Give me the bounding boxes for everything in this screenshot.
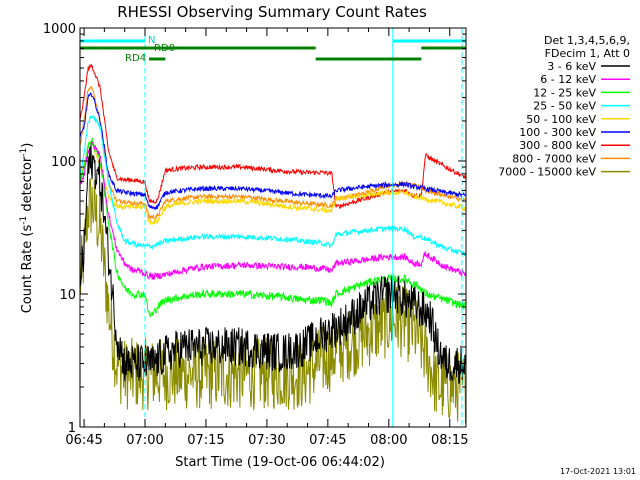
- legend: Det 1,3,4,5,6,9,FDecim 1, Att 03 - 6 keV…: [498, 34, 630, 179]
- legend-label: 7000 - 15000 keV: [498, 166, 596, 179]
- chart-title: RHESSI Observing Summary Count Rates: [117, 3, 427, 21]
- series-line: [79, 63, 467, 209]
- series-line: [79, 140, 467, 281]
- y-label-sup: -1: [19, 148, 29, 157]
- x-tick-label: 06:45: [65, 433, 102, 448]
- series-line: [79, 85, 467, 221]
- y-tick-label: 100: [51, 155, 76, 170]
- series-line: [79, 146, 467, 385]
- legend-label: 300 - 800 keV: [519, 139, 596, 152]
- y-label-part: ): [20, 143, 35, 148]
- series-line: [79, 139, 467, 226]
- legend-label: 25 - 50 keV: [533, 100, 596, 113]
- y-axis: 1 10 100 1000: [43, 22, 466, 436]
- x-axis: 06:45 07:00 07:15 07:30 07:45 08:00 08:15: [65, 28, 468, 448]
- status-label-rd0: RD0: [154, 43, 175, 54]
- y-label-sup: -1: [19, 216, 29, 225]
- legend-label: 12 - 25 keV: [533, 86, 596, 99]
- legend-header: Det 1,3,4,5,6,9,: [544, 34, 630, 47]
- x-tick-label: 07:15: [187, 433, 224, 448]
- legend-header: FDecim 1, Att 0: [545, 47, 630, 60]
- series-layer: [79, 63, 467, 424]
- series-line: [79, 137, 467, 318]
- legend-label: 800 - 7000 keV: [512, 152, 596, 165]
- legend-label: 3 - 6 keV: [547, 60, 596, 73]
- footer-date: 17-Oct-2021 13:01: [560, 467, 636, 476]
- x-tick-label: 07:00: [126, 433, 163, 448]
- x-tick-label: 07:30: [248, 433, 285, 448]
- y-tick-label: 1000: [43, 22, 76, 37]
- y-label-part: Count Rate (s: [20, 225, 35, 314]
- x-axis-label: Start Time (19-Oct-06 06:44:02): [175, 455, 385, 470]
- y-label-part: detector: [20, 156, 35, 216]
- series-line: [79, 115, 467, 257]
- x-tick-label: 07:45: [309, 433, 346, 448]
- y-axis-label: Count Rate (s-1 detector-1): [19, 143, 35, 314]
- plot-area: [79, 27, 467, 428]
- y-tick-label: 1: [68, 421, 76, 436]
- legend-label: 100 - 300 keV: [519, 126, 596, 139]
- x-tick-label: 08:15: [431, 433, 468, 448]
- legend-label: 50 - 100 keV: [526, 113, 596, 126]
- status-label-rd4: RD4: [125, 53, 146, 64]
- legend-label: 6 - 12 keV: [540, 73, 596, 86]
- status-label-n: N: [148, 35, 155, 46]
- x-tick-label: 08:00: [370, 433, 407, 448]
- series-line: [79, 92, 467, 211]
- y-tick-label: 10: [59, 288, 76, 303]
